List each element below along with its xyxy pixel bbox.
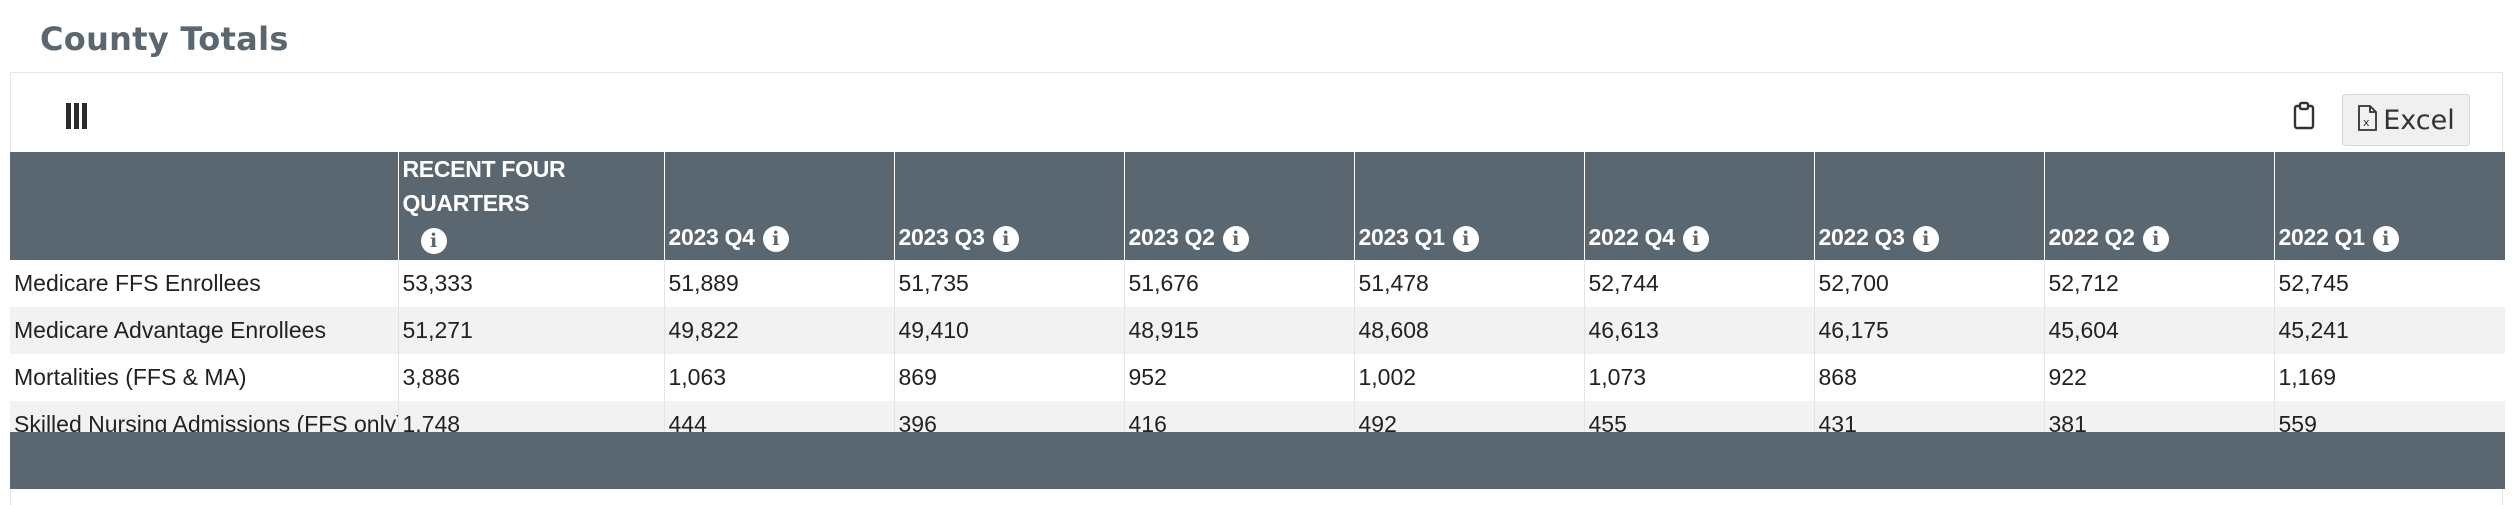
- table-toolbar: x Excel: [11, 73, 2502, 151]
- table-cell: 52,745: [2273, 260, 2505, 307]
- table-cell: 1,063: [663, 354, 894, 401]
- table-cell: 952: [1123, 354, 1354, 401]
- table-cell: 922: [2043, 354, 2274, 401]
- columns-icon[interactable]: [66, 103, 88, 129]
- column-header-label: 2022 Q2: [2048, 224, 2135, 250]
- column-header-measure: [10, 152, 398, 260]
- table-cell: 45,241: [2273, 307, 2505, 354]
- column-header-label: 2023 Q4: [668, 224, 755, 250]
- table-cell: 868: [1813, 354, 2044, 401]
- table-header-row: RECENT FOUR QUARTERS i 2023 Q4 i 2023 Q3 i…: [10, 152, 2505, 260]
- info-icon[interactable]: i: [1682, 225, 1709, 252]
- row-label: Medicare FFS Enrollees: [10, 260, 398, 307]
- column-header-2023-q2[interactable]: 2023 Q2 i: [1123, 152, 1354, 260]
- svg-text:x: x: [2363, 116, 2370, 129]
- table-cell: 52,744: [1583, 260, 1814, 307]
- column-header-recent-four-quarters[interactable]: RECENT FOUR QUARTERS i: [397, 152, 664, 260]
- row-label: Medicare Advantage Enrollees: [10, 307, 398, 354]
- table-cell: 46,175: [1813, 307, 2044, 354]
- column-header-2022-q3[interactable]: 2022 Q3 i: [1813, 152, 2044, 260]
- clipboard-icon[interactable]: [2289, 101, 2319, 131]
- column-header-label: 2023 Q2: [1128, 224, 1215, 250]
- table-cell: 1,169: [2273, 354, 2505, 401]
- column-header-2022-q4[interactable]: 2022 Q4 i: [1583, 152, 1814, 260]
- column-header-2023-q4[interactable]: 2023 Q4 i: [663, 152, 894, 260]
- table-row: Medicare Advantage Enrollees 51,271 49,8…: [10, 307, 2505, 354]
- column-header-label: 2023 Q1: [1358, 224, 1445, 250]
- table-cell: 1,002: [1353, 354, 1584, 401]
- info-icon[interactable]: i: [2372, 225, 2399, 252]
- county-totals-table: RECENT FOUR QUARTERS i 2023 Q4 i 2023 Q3 i…: [10, 152, 2505, 448]
- table-cell: 51,735: [893, 260, 1124, 307]
- table-cell: 51,478: [1353, 260, 1584, 307]
- table-cell: 1,073: [1583, 354, 1814, 401]
- column-header-2022-q1[interactable]: 2022 Q1 i: [2273, 152, 2505, 260]
- table-cell: 52,712: [2043, 260, 2274, 307]
- info-icon[interactable]: i: [1452, 225, 1479, 252]
- column-header-2023-q3[interactable]: 2023 Q3 i: [893, 152, 1124, 260]
- table-cell: 51,889: [663, 260, 894, 307]
- column-header-2023-q1[interactable]: 2023 Q1 i: [1353, 152, 1584, 260]
- table-cell: 49,822: [663, 307, 894, 354]
- column-header-label: RECENT FOUR QUARTERS: [402, 156, 566, 216]
- file-excel-icon: x: [2357, 104, 2378, 136]
- info-icon[interactable]: i: [1222, 225, 1249, 252]
- table-cell: 51,676: [1123, 260, 1354, 307]
- column-header-label: 2022 Q1: [2278, 224, 2365, 250]
- table-cell: 49,410: [893, 307, 1124, 354]
- table-cell: 52,700: [1813, 260, 2044, 307]
- table-row: Medicare FFS Enrollees 53,333 51,889 51,…: [10, 260, 2505, 307]
- info-icon[interactable]: i: [1912, 225, 1939, 252]
- column-header-2022-q2[interactable]: 2022 Q2 i: [2043, 152, 2274, 260]
- table-cell: 869: [893, 354, 1124, 401]
- column-header-label: 2022 Q3: [1818, 224, 1905, 250]
- county-totals-panel: x Excel RECENT FOUR QUARTERS i: [10, 72, 2505, 505]
- column-header-label: 2023 Q3: [898, 224, 985, 250]
- excel-button-label: Excel: [2383, 104, 2455, 136]
- table-cell: 48,608: [1353, 307, 1584, 354]
- table-cell: 46,613: [1583, 307, 1814, 354]
- info-icon[interactable]: i: [762, 225, 789, 252]
- table-footer-bar: [10, 432, 2505, 489]
- info-icon[interactable]: i: [992, 225, 1019, 252]
- info-icon[interactable]: i: [420, 227, 447, 254]
- excel-export-button[interactable]: x Excel: [2342, 94, 2470, 146]
- table-cell: 45,604: [2043, 307, 2274, 354]
- page-title: County Totals: [40, 20, 289, 58]
- table-cell: 3,886: [397, 354, 664, 401]
- table-cell: 51,271: [397, 307, 664, 354]
- row-label: Mortalities (FFS & MA): [10, 354, 398, 401]
- info-icon[interactable]: i: [2142, 225, 2169, 252]
- table-row: Mortalities (FFS & MA) 3,886 1,063 869 9…: [10, 354, 2505, 401]
- column-header-label: 2022 Q4: [1588, 224, 1675, 250]
- table-cell: 48,915: [1123, 307, 1354, 354]
- table-cell: 53,333: [397, 260, 664, 307]
